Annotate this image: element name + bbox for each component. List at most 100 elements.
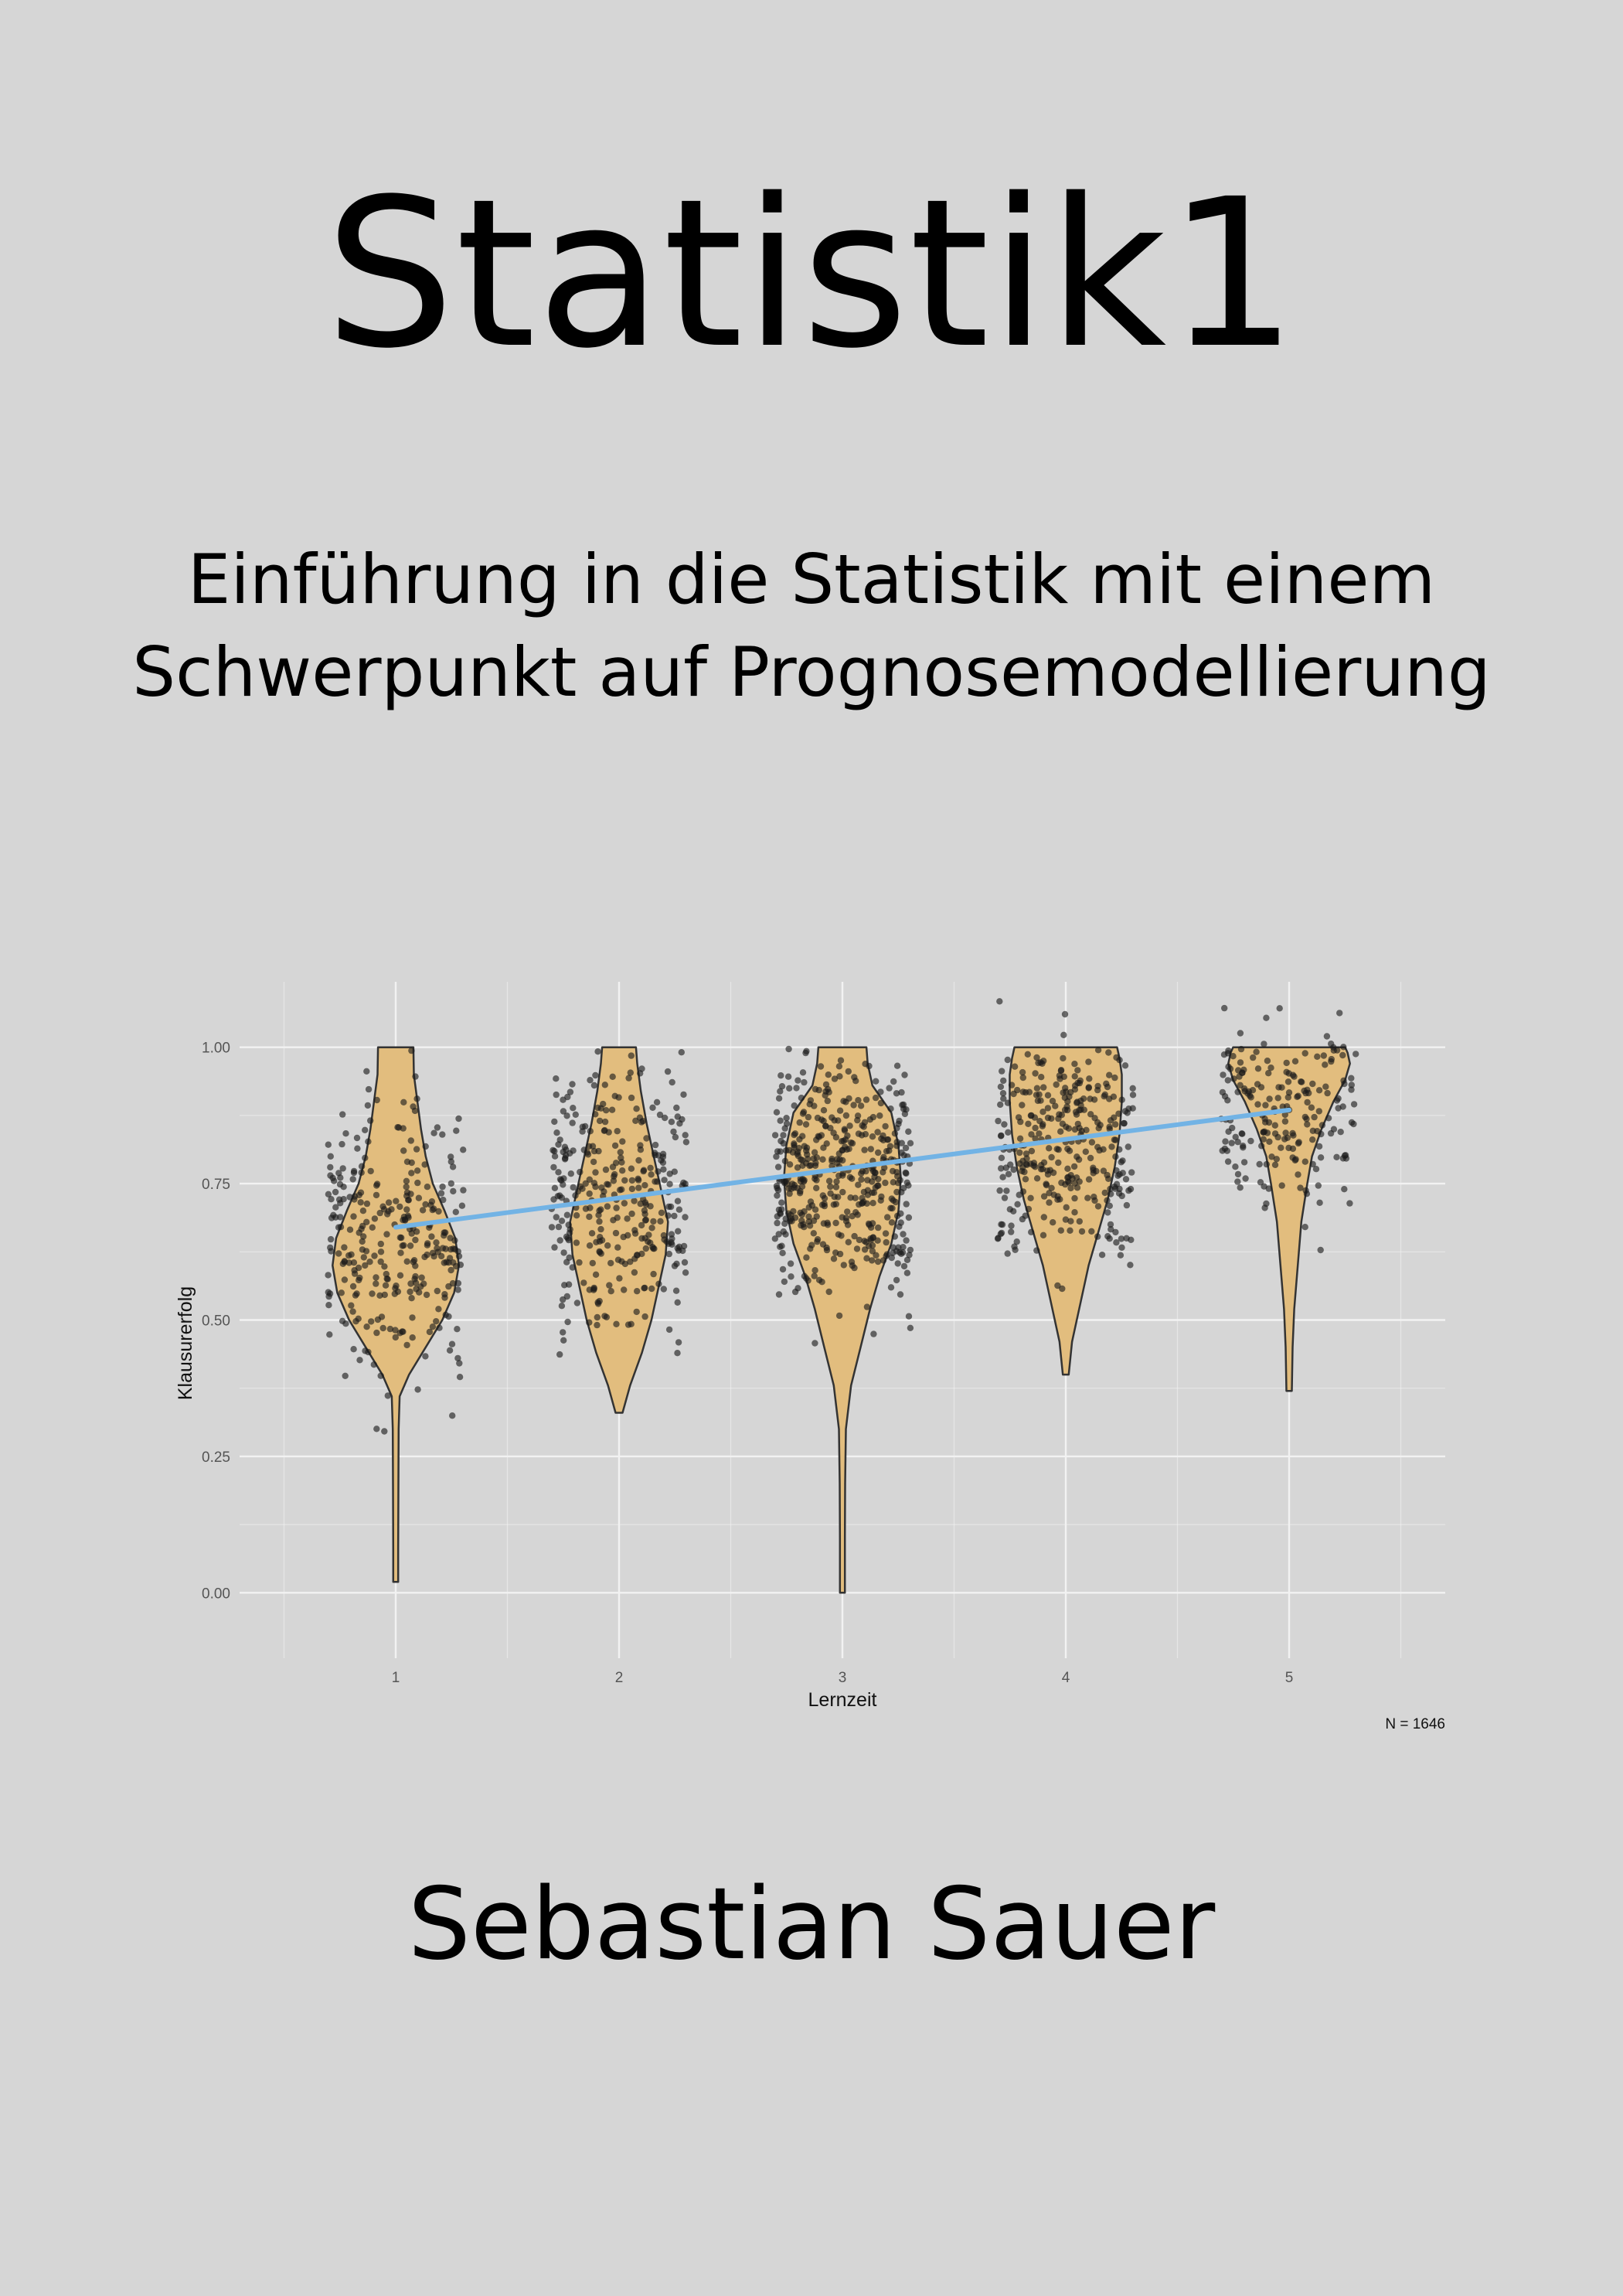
data-point bbox=[359, 1222, 366, 1230]
data-point bbox=[887, 1284, 895, 1291]
data-point bbox=[400, 1099, 407, 1105]
data-point bbox=[996, 1187, 1003, 1194]
data-point bbox=[437, 1190, 445, 1197]
data-point bbox=[1071, 1061, 1078, 1068]
data-point bbox=[786, 1190, 793, 1197]
data-point bbox=[830, 1255, 838, 1262]
data-point bbox=[597, 1206, 604, 1213]
data-point bbox=[652, 1141, 659, 1149]
data-point bbox=[558, 1303, 566, 1310]
data-point bbox=[1091, 1096, 1098, 1103]
data-point bbox=[1105, 1175, 1112, 1182]
data-point bbox=[628, 1320, 635, 1327]
data-point bbox=[584, 1149, 591, 1156]
data-point bbox=[1111, 1183, 1118, 1191]
data-point bbox=[872, 1184, 880, 1191]
data-point bbox=[1116, 1185, 1123, 1193]
data-point bbox=[870, 1330, 877, 1337]
data-point bbox=[1348, 1075, 1355, 1082]
data-point bbox=[560, 1329, 567, 1336]
data-point bbox=[1085, 1058, 1092, 1065]
data-point bbox=[603, 1313, 611, 1320]
data-point bbox=[1094, 1203, 1102, 1210]
data-point bbox=[674, 1350, 681, 1357]
data-point bbox=[1013, 1238, 1020, 1245]
data-point bbox=[349, 1283, 357, 1290]
data-point bbox=[1315, 1108, 1323, 1115]
data-point bbox=[356, 1357, 363, 1364]
data-point bbox=[1281, 1118, 1289, 1125]
data-point bbox=[1033, 1247, 1040, 1254]
x-axis-label: Lernzeit bbox=[808, 1689, 877, 1711]
data-point bbox=[657, 1218, 664, 1225]
data-point bbox=[1044, 1167, 1051, 1174]
data-point bbox=[877, 1088, 884, 1095]
data-point bbox=[369, 1224, 376, 1231]
data-point bbox=[627, 1259, 634, 1266]
data-point bbox=[811, 1102, 818, 1109]
data-point bbox=[674, 1299, 681, 1306]
data-point bbox=[628, 1210, 635, 1218]
data-point bbox=[880, 1153, 887, 1160]
data-point bbox=[436, 1324, 443, 1331]
data-point bbox=[1028, 1228, 1035, 1235]
data-point bbox=[1108, 1143, 1115, 1150]
data-point bbox=[1315, 1182, 1322, 1189]
data-point bbox=[675, 1206, 683, 1213]
data-point bbox=[1275, 1084, 1282, 1091]
data-point bbox=[674, 1245, 681, 1252]
data-point bbox=[1348, 1086, 1355, 1093]
data-point bbox=[771, 1235, 778, 1242]
data-point bbox=[849, 1213, 856, 1220]
data-point bbox=[774, 1163, 782, 1170]
data-point bbox=[339, 1317, 346, 1324]
data-point bbox=[1064, 1145, 1071, 1153]
data-point bbox=[637, 1142, 644, 1149]
data-point bbox=[570, 1184, 577, 1191]
data-point bbox=[598, 1237, 606, 1244]
data-point bbox=[650, 1270, 657, 1278]
data-point bbox=[608, 1106, 616, 1113]
data-point bbox=[862, 1131, 869, 1138]
data-point bbox=[774, 1192, 781, 1199]
data-point bbox=[775, 1095, 783, 1102]
data-point bbox=[847, 1139, 855, 1146]
data-point bbox=[1048, 1115, 1055, 1122]
data-point bbox=[1025, 1205, 1033, 1213]
data-point bbox=[413, 1167, 421, 1174]
data-point bbox=[1078, 1127, 1085, 1135]
data-point bbox=[373, 1180, 381, 1187]
data-point bbox=[367, 1117, 374, 1124]
data-point bbox=[874, 1237, 881, 1244]
data-point bbox=[339, 1140, 345, 1148]
data-point bbox=[846, 1095, 852, 1102]
data-point bbox=[1118, 1192, 1125, 1200]
data-point bbox=[430, 1253, 437, 1260]
data-point bbox=[386, 1325, 394, 1333]
data-point bbox=[1033, 1085, 1041, 1092]
data-point bbox=[1224, 1077, 1232, 1084]
data-point bbox=[1027, 1194, 1034, 1201]
data-point bbox=[1078, 1228, 1086, 1235]
data-point bbox=[628, 1094, 635, 1102]
data-point bbox=[337, 1214, 344, 1221]
data-point bbox=[1101, 1092, 1108, 1100]
data-point bbox=[635, 1177, 642, 1184]
data-point bbox=[818, 1279, 825, 1286]
data-point bbox=[1101, 1189, 1108, 1197]
data-point bbox=[1295, 1092, 1301, 1099]
data-point bbox=[383, 1231, 390, 1238]
data-point bbox=[619, 1138, 626, 1145]
data-point bbox=[1071, 1209, 1078, 1216]
data-point bbox=[906, 1252, 913, 1259]
data-point bbox=[586, 1213, 593, 1221]
data-point bbox=[1224, 1158, 1232, 1165]
data-point bbox=[1258, 1143, 1265, 1150]
data-point bbox=[352, 1292, 359, 1299]
data-point bbox=[1060, 1089, 1067, 1096]
data-point bbox=[855, 1097, 862, 1104]
data-point bbox=[618, 1159, 625, 1166]
data-point bbox=[1036, 1091, 1043, 1098]
data-point bbox=[663, 1238, 670, 1245]
data-point bbox=[1271, 1161, 1279, 1168]
